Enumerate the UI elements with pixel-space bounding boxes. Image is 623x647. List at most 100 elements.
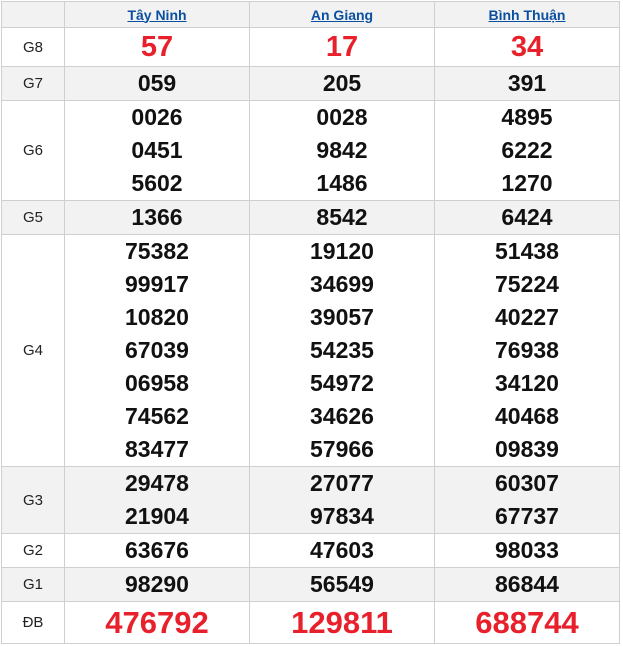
province-header: Bình Thuận [434,1,620,28]
prize-row: G1 98290 56549 86844 [1,567,620,602]
prize-label: G1 [1,567,65,602]
prize-number: 98033 [495,537,559,563]
prize-number: 67039 [125,337,189,363]
prize-number: 688744 [475,604,579,640]
prize-cell: 476792 [64,601,250,644]
prize-number: 60307 [495,470,559,496]
prize-number: 0451 [131,137,183,163]
province-link-tay-ninh[interactable]: Tây Ninh [127,6,187,23]
prize-cell: 63676 [64,533,250,568]
prize-number: 34626 [310,403,374,429]
header-row: Tây Ninh An Giang Bình Thuận [1,1,620,28]
prize-number: 40227 [495,304,559,330]
prize-number: 1366 [131,204,183,230]
prize-number: 8542 [316,204,368,230]
prize-cell: 34 [434,27,620,67]
prize-cell: 57 [64,27,250,67]
prize-cell: 27077 97834 [249,466,435,534]
prize-row: G2 63676 47603 98033 [1,533,620,568]
prize-cell: 391 [434,66,620,101]
prize-label: ĐB [1,601,65,644]
prize-number: 29478 [125,470,189,496]
prize-number: 1270 [501,170,553,196]
prize-number: 21904 [125,503,189,529]
prize-row: G3 29478 21904 27077 97834 60307 67737 [1,466,620,534]
prize-row: G5 1366 8542 6424 [1,200,620,235]
prize-label: G5 [1,200,65,235]
prize-cell: 17 [249,27,435,67]
prize-number: 059 [137,70,177,96]
prize-number: 0026 [131,104,183,130]
prize-number: 47603 [310,537,374,563]
prize-number: 5602 [131,170,183,196]
prize-label: G2 [1,533,65,568]
prize-number: 6424 [501,204,553,230]
prize-label: G8 [1,27,65,67]
prize-label: G4 [1,234,65,467]
prize-number: 76938 [495,337,559,363]
prize-number: 17 [325,30,359,63]
corner-cell [1,1,65,28]
prize-cell: 75382 99917 10820 67039 06958 74562 83477 [64,234,250,467]
prize-number: 57966 [310,436,374,462]
prize-cell: 205 [249,66,435,101]
prize-number: 129811 [291,604,393,640]
prize-number: 75224 [495,271,559,297]
prize-number: 4895 [501,104,553,130]
prize-cell: 0026 0451 5602 [64,100,250,201]
prize-row: G7 059 205 391 [1,66,620,101]
prize-cell: 29478 21904 [64,466,250,534]
prize-number: 09839 [495,436,559,462]
prize-cell: 98290 [64,567,250,602]
prize-row: G4 75382 99917 10820 67039 06958 74562 83477 191… [1,234,620,467]
prize-number: 0028 [316,104,368,130]
prize-row: ĐB 476792 129811 688744 [1,601,620,644]
prize-number: 56549 [310,571,374,597]
prize-cell: 688744 [434,601,620,644]
prize-label: G3 [1,466,65,534]
prize-cell: 56549 [249,567,435,602]
prize-label: G6 [1,100,65,201]
prize-number: 40468 [495,403,559,429]
prize-cell: 60307 67737 [434,466,620,534]
prize-number: 63676 [125,537,189,563]
prize-cell: 059 [64,66,250,101]
prize-number: 1486 [316,170,368,196]
prize-number: 67737 [495,503,559,529]
prize-number: 54972 [310,370,374,396]
prize-number: 06958 [125,370,189,396]
prize-number: 75382 [125,238,189,264]
prize-number: 391 [507,70,547,96]
prize-number: 83477 [125,436,189,462]
prize-number: 10820 [125,304,189,330]
prize-cell: 8542 [249,200,435,235]
prize-number: 19120 [310,238,374,264]
prize-number: 97834 [310,503,374,529]
prize-number: 205 [322,70,362,96]
prize-number: 476792 [105,604,209,640]
prize-number: 39057 [310,304,374,330]
prize-cell: 47603 [249,533,435,568]
prize-number: 27077 [310,470,374,496]
prize-number: 51438 [495,238,559,264]
prize-row: G6 0026 0451 5602 0028 9842 1486 4895 6222 1270 [1,100,620,201]
prize-number: 99917 [125,271,189,297]
province-header: Tây Ninh [64,1,250,28]
province-link-an-giang[interactable]: An Giang [310,6,374,23]
prize-cell: 98033 [434,533,620,568]
prize-number: 34699 [310,271,374,297]
prize-cell: 1366 [64,200,250,235]
prize-cell: 86844 [434,567,620,602]
prize-row: G8 57 17 34 [1,27,620,67]
prize-cell: 19120 34699 39057 54235 54972 34626 57966 [249,234,435,467]
prize-number: 34 [510,30,544,63]
prize-number: 74562 [125,403,189,429]
prize-number: 54235 [310,337,374,363]
prize-number: 57 [140,30,174,63]
prize-number: 86844 [495,571,559,597]
prize-number: 98290 [125,571,189,597]
prize-cell: 129811 [249,601,435,644]
prize-cell: 0028 9842 1486 [249,100,435,201]
province-link-binh-thuan[interactable]: Bình Thuận [488,6,566,23]
